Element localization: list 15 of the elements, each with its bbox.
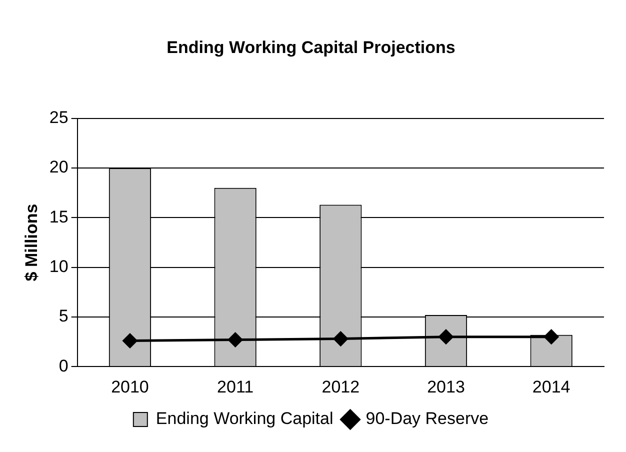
chart-title: Ending Working Capital Projections [166,38,456,57]
x-tick-label: 2010 [111,377,149,396]
y-tick-label: 5 [58,306,68,326]
x-tick-label: 2014 [532,377,570,396]
legend-label: Ending Working Capital [156,409,334,428]
y-tick-label: 15 [49,207,68,226]
y-tick-label: 20 [49,158,68,177]
x-tick-label: 2012 [322,377,360,396]
x-tick-label: 2011 [217,377,254,396]
legend-label: 90-Day Reserve [366,409,489,428]
y-tick-label: 10 [49,257,68,276]
y-axis-title: $ Millions [22,204,41,282]
y-tick-label: 0 [58,356,68,376]
x-tick-label: 2013 [427,377,465,396]
y-tick-label: 25 [49,108,68,128]
